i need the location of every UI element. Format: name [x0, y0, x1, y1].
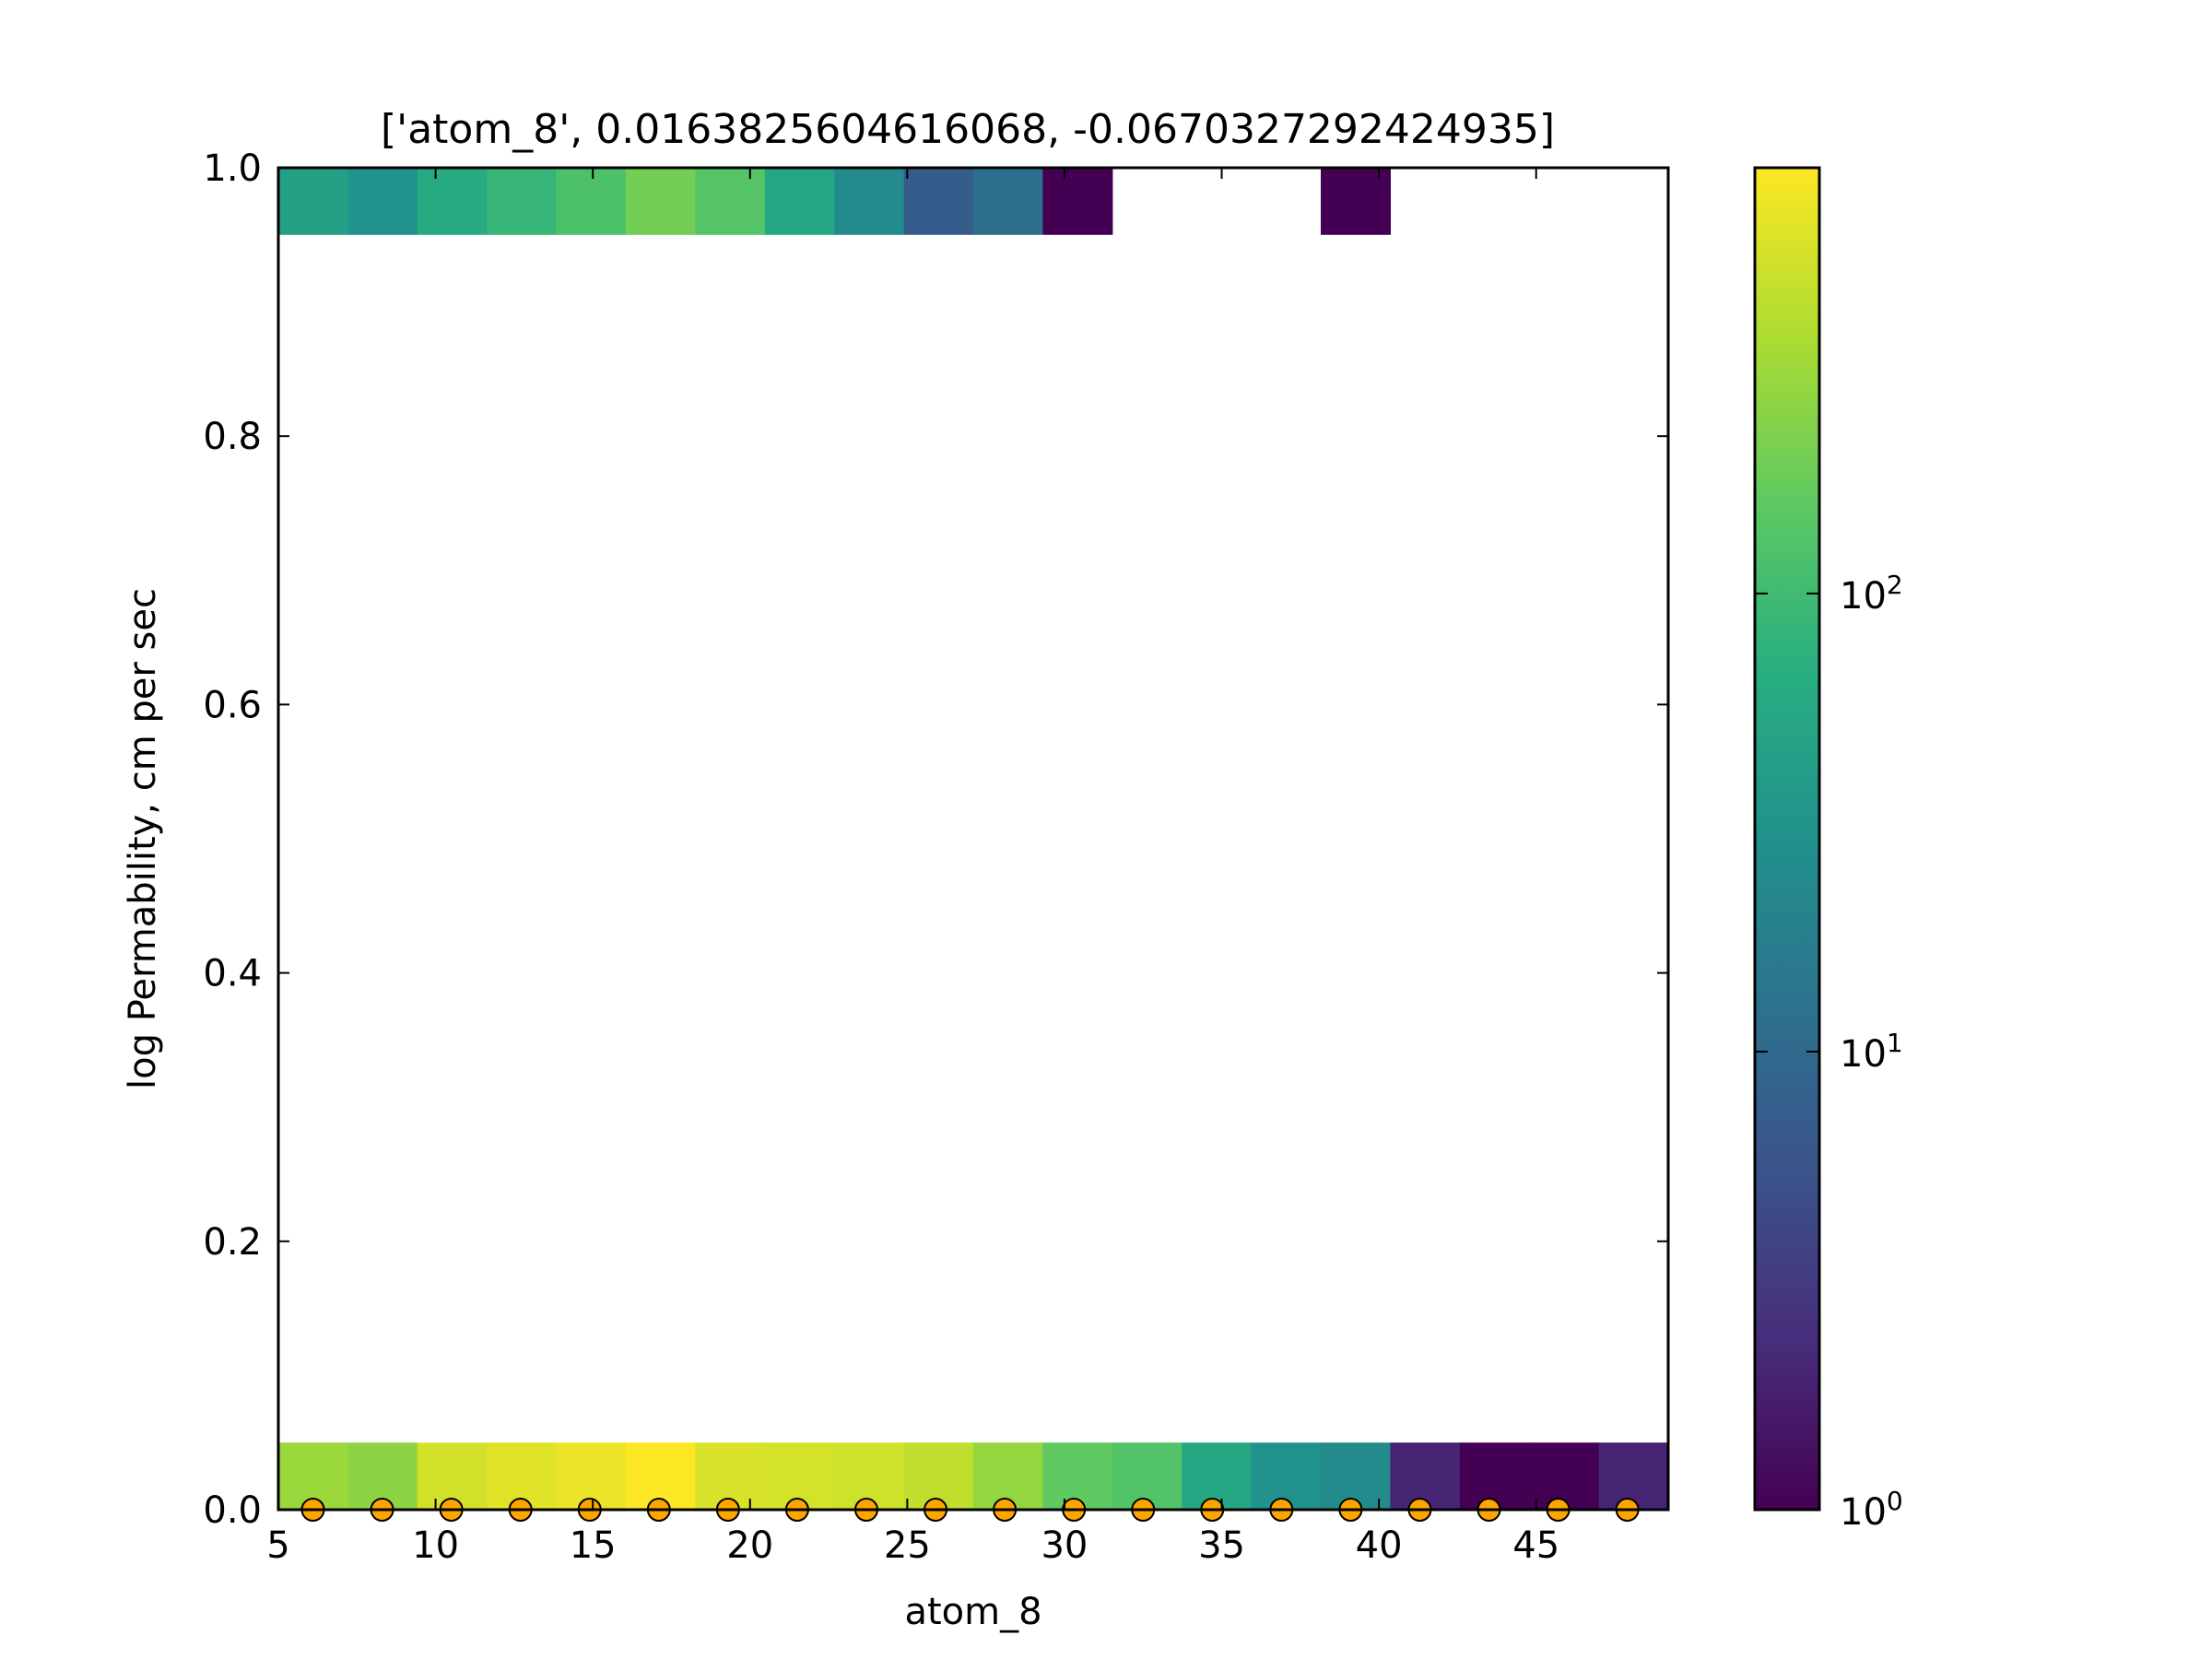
- x-axis: 5 10 15 20 25 30 35 40 45: [266, 168, 1559, 1567]
- heatmap-cell: [556, 168, 627, 235]
- x-tick-label: 40: [1356, 1524, 1403, 1567]
- y-tick-label: 0.2: [203, 1221, 262, 1264]
- heatmap-cell: [1321, 1442, 1391, 1510]
- heatmap-cell: [903, 168, 974, 235]
- heatmap-cell: [1182, 1442, 1253, 1510]
- heatmap-cell: [417, 168, 488, 235]
- heatmap-cell: [626, 168, 696, 235]
- x-tick-label: 30: [1041, 1524, 1088, 1567]
- heatmap-cell: [1390, 1442, 1461, 1510]
- y-tick-label: 0.0: [203, 1489, 262, 1532]
- heatmap-cell: [973, 168, 1043, 235]
- heatmap-cell: [278, 168, 348, 235]
- colorbar-tick-label: 100: [1840, 1486, 1903, 1534]
- y-tick-label: 0.8: [203, 416, 262, 458]
- heatmap-cell: [1598, 1442, 1669, 1510]
- x-tick-label: 20: [726, 1524, 773, 1567]
- chart-title: ['atom_8', 0.0163825604616068, -0.067032…: [381, 106, 1555, 153]
- y-axis: 0.0 0.2 0.4 0.6 0.8 1.0: [203, 147, 1668, 1532]
- heatmap-cell: [695, 168, 766, 235]
- heatmap-cell: [834, 168, 905, 235]
- colorbar: 100 101 102: [1753, 166, 1903, 1534]
- y-tick-label: 1.0: [203, 147, 262, 190]
- heatmap-cells: [278, 168, 1669, 1510]
- colorbar-frame: [1753, 166, 1821, 1512]
- colorbar-tick-label: 102: [1840, 570, 1903, 618]
- x-tick-label: 10: [412, 1524, 459, 1567]
- heatmap-cell: [1459, 1442, 1530, 1510]
- x-tick-label: 45: [1512, 1524, 1559, 1567]
- x-tick-label: 35: [1198, 1524, 1245, 1567]
- y-axis-label: log Permability, cm per sec: [122, 588, 164, 1089]
- heatmap-cell: [1042, 168, 1113, 235]
- y-tick-label: 0.4: [203, 953, 262, 995]
- heatmap-cell: [487, 168, 558, 235]
- colorbar-gradient: [1755, 168, 1819, 1510]
- heatmap-cell: [347, 168, 418, 235]
- heatmap-cell: [1251, 1442, 1322, 1510]
- x-tick-label: 15: [570, 1524, 617, 1567]
- plot-area: 5 10 15 20 25 30 35 40 45 0.0 0.2 0.4 0.6 0.8 1.0: [203, 147, 1670, 1567]
- x-tick-label: 25: [884, 1524, 931, 1567]
- plot-frame: [276, 166, 1670, 1512]
- heatmap-cell: [1321, 168, 1391, 235]
- colorbar-tick-label: 101: [1840, 1028, 1903, 1076]
- y-tick-label: 0.6: [203, 684, 262, 726]
- x-tick-label: 5: [266, 1524, 289, 1567]
- heatmap-cell: [764, 168, 835, 235]
- heatmap-cell: [1529, 1442, 1600, 1510]
- x-axis-label: atom_8: [904, 1591, 1041, 1633]
